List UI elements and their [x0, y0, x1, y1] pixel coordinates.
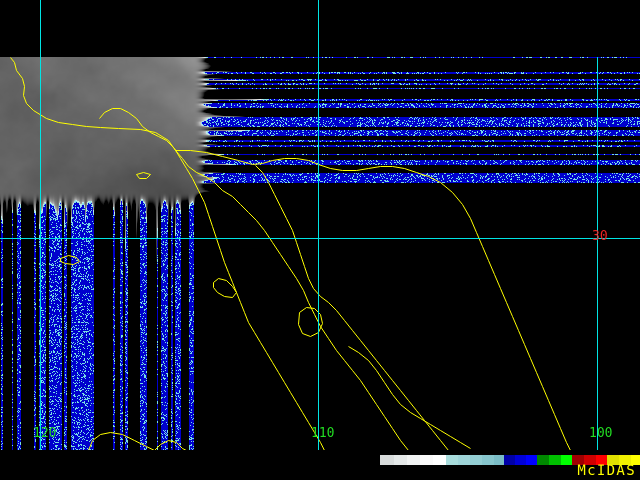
- enhancement-segment-6: [458, 455, 470, 465]
- enhancement-segment-11: [515, 455, 526, 465]
- enhancement-segment-5: [446, 455, 458, 465]
- annotation-bar: 110001 GOES-17 13 1 OCT 19274 190034 088…: [0, 450, 640, 480]
- status-text-line: 110001 GOES-17 13 1 OCT 19274 190034 088…: [0, 463, 640, 480]
- enhancement-segment-2: [407, 455, 420, 465]
- enhancement-segment-8: [482, 455, 494, 465]
- enhancement-segment-14: [549, 455, 561, 465]
- enhancement-segment-20: [619, 455, 631, 465]
- enhancement-segment-21: [631, 455, 640, 465]
- enhancement-segment-15: [561, 455, 572, 465]
- enhancement-color-bar: [380, 455, 640, 465]
- enhancement-segment-19: [607, 455, 619, 465]
- enhancement-segment-9: [494, 455, 504, 465]
- enhancement-segment-13: [537, 455, 549, 465]
- enhancement-segment-17: [584, 455, 596, 465]
- satellite-image-canvas[interactable]: [0, 0, 640, 450]
- enhancement-segment-10: [504, 455, 515, 465]
- mcidas-brand-label: McIDAS: [577, 463, 636, 479]
- enhancement-segment-3: [420, 455, 433, 465]
- enhancement-segment-16: [572, 455, 584, 465]
- enhancement-segment-18: [596, 455, 607, 465]
- enhancement-segment-1: [394, 455, 407, 465]
- enhancement-segment-7: [470, 455, 482, 465]
- enhancement-segment-4: [433, 455, 446, 465]
- enhancement-segment-0: [380, 455, 394, 465]
- enhancement-segment-12: [526, 455, 537, 465]
